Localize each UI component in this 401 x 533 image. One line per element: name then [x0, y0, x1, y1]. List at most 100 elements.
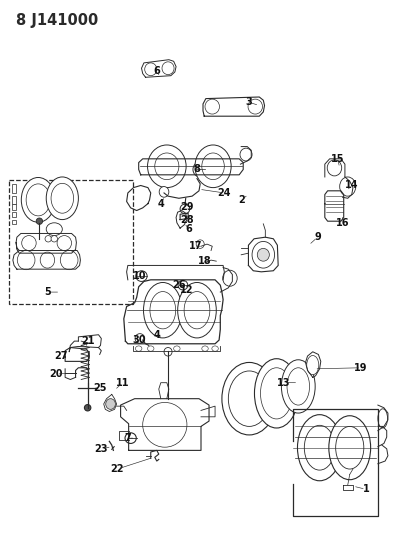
- Text: 19: 19: [353, 363, 367, 373]
- Text: 6: 6: [153, 66, 160, 76]
- Bar: [12, 196, 16, 204]
- Text: 25: 25: [93, 383, 106, 393]
- Ellipse shape: [228, 371, 269, 426]
- Text: 22: 22: [110, 464, 124, 474]
- Ellipse shape: [239, 148, 251, 161]
- Ellipse shape: [51, 236, 57, 242]
- Ellipse shape: [173, 346, 180, 351]
- Text: 10: 10: [133, 271, 146, 281]
- Ellipse shape: [45, 236, 51, 242]
- Ellipse shape: [194, 145, 231, 188]
- Text: 27: 27: [54, 351, 68, 361]
- Ellipse shape: [377, 409, 387, 428]
- Ellipse shape: [36, 218, 43, 224]
- Ellipse shape: [257, 248, 269, 261]
- Text: 21: 21: [81, 336, 94, 346]
- Text: 4: 4: [153, 330, 160, 340]
- Ellipse shape: [222, 270, 237, 286]
- Ellipse shape: [40, 252, 55, 268]
- Ellipse shape: [162, 62, 174, 75]
- Text: 14: 14: [344, 181, 358, 190]
- Text: 20: 20: [49, 369, 63, 379]
- Text: 29: 29: [180, 202, 193, 212]
- Ellipse shape: [105, 399, 115, 409]
- Bar: [12, 184, 16, 193]
- Ellipse shape: [46, 177, 78, 220]
- Bar: [12, 220, 16, 224]
- Text: 3: 3: [245, 98, 252, 107]
- Ellipse shape: [135, 334, 144, 343]
- Ellipse shape: [335, 426, 363, 469]
- Ellipse shape: [154, 153, 178, 180]
- Ellipse shape: [201, 346, 208, 351]
- Ellipse shape: [142, 402, 186, 447]
- Text: 13: 13: [276, 378, 290, 387]
- Text: 18: 18: [198, 256, 211, 266]
- Text: 28: 28: [180, 215, 193, 224]
- Ellipse shape: [21, 177, 55, 222]
- Text: 7: 7: [124, 433, 131, 443]
- Ellipse shape: [247, 99, 262, 114]
- Ellipse shape: [164, 348, 172, 356]
- Ellipse shape: [328, 416, 370, 480]
- Ellipse shape: [22, 236, 36, 251]
- Ellipse shape: [150, 292, 175, 329]
- Ellipse shape: [46, 223, 62, 236]
- Ellipse shape: [297, 415, 341, 481]
- Text: 2: 2: [237, 195, 244, 205]
- Ellipse shape: [159, 187, 168, 197]
- Ellipse shape: [125, 433, 136, 443]
- Text: 4: 4: [157, 199, 164, 208]
- Text: 26: 26: [172, 280, 185, 290]
- Text: 6: 6: [185, 224, 192, 234]
- Ellipse shape: [150, 410, 178, 440]
- Text: 5: 5: [44, 287, 51, 297]
- Text: 23: 23: [94, 444, 108, 454]
- Text: 9: 9: [314, 232, 320, 242]
- Ellipse shape: [147, 145, 186, 188]
- Ellipse shape: [60, 251, 78, 270]
- Ellipse shape: [136, 271, 147, 281]
- Text: 16: 16: [335, 218, 348, 228]
- Ellipse shape: [26, 184, 50, 216]
- Ellipse shape: [306, 356, 318, 375]
- Ellipse shape: [178, 280, 187, 290]
- Ellipse shape: [339, 177, 355, 196]
- Text: 12: 12: [180, 286, 193, 295]
- Ellipse shape: [281, 360, 314, 413]
- Ellipse shape: [57, 236, 71, 251]
- Ellipse shape: [177, 282, 216, 338]
- Ellipse shape: [211, 346, 218, 351]
- Ellipse shape: [17, 251, 35, 270]
- Text: 11: 11: [115, 378, 129, 387]
- Ellipse shape: [205, 99, 219, 114]
- Ellipse shape: [196, 240, 204, 248]
- Text: 17: 17: [189, 241, 203, 251]
- Ellipse shape: [201, 153, 224, 180]
- Ellipse shape: [147, 346, 154, 351]
- Bar: [9, 180, 132, 304]
- Ellipse shape: [326, 160, 341, 176]
- Ellipse shape: [221, 362, 276, 435]
- Ellipse shape: [286, 368, 309, 405]
- Text: 15: 15: [330, 154, 344, 164]
- Ellipse shape: [180, 204, 189, 214]
- Ellipse shape: [304, 425, 334, 470]
- Ellipse shape: [192, 162, 207, 177]
- Text: 8: 8: [193, 165, 200, 174]
- Text: 24: 24: [217, 188, 231, 198]
- Ellipse shape: [260, 368, 292, 419]
- Ellipse shape: [254, 359, 298, 428]
- Bar: [12, 204, 16, 210]
- Ellipse shape: [184, 292, 209, 329]
- Text: 1: 1: [362, 484, 368, 494]
- Ellipse shape: [51, 183, 73, 213]
- Ellipse shape: [251, 241, 274, 268]
- Ellipse shape: [84, 405, 91, 411]
- Bar: [12, 212, 16, 217]
- Text: 8 J141000: 8 J141000: [16, 13, 98, 28]
- Ellipse shape: [135, 346, 142, 351]
- Text: 30: 30: [132, 335, 145, 345]
- Ellipse shape: [143, 282, 182, 338]
- Ellipse shape: [144, 63, 156, 76]
